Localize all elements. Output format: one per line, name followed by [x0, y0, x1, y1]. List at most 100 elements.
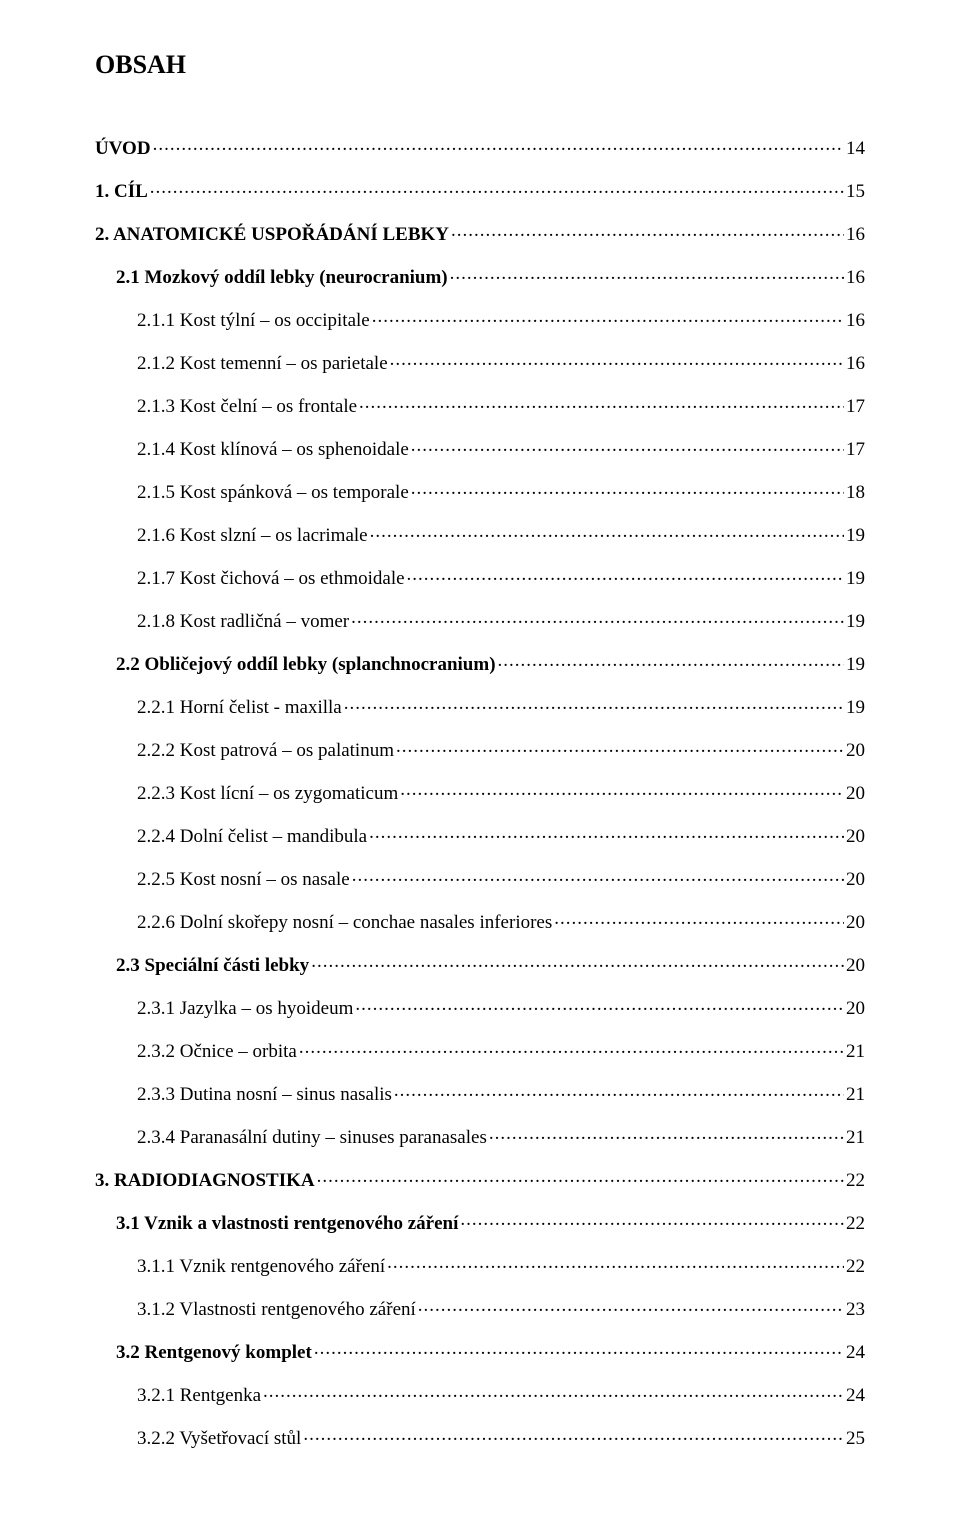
toc-leader-dots: [411, 436, 844, 455]
toc-leader-dots: [489, 1124, 844, 1143]
toc-entry: 2.2.5 Kost nosní – os nasale 20: [95, 866, 865, 889]
toc-entry-label: 2.1.7 Kost čichová – os ethmoidale: [137, 569, 405, 588]
toc-entry-label: 3.2.1 Rentgenka: [137, 1386, 261, 1405]
toc-entry-label: 2.2.1 Horní čelist - maxilla: [137, 698, 342, 717]
toc-entry: 2.2.2 Kost patrová – os palatinum 20: [95, 737, 865, 760]
toc-leader-dots: [369, 823, 844, 842]
toc-entry-page: 20: [846, 870, 865, 889]
toc-entry: 2.1 Mozkový oddíl lebky (neurocranium) 16: [95, 264, 865, 287]
toc-entry-page: 24: [846, 1343, 865, 1362]
toc-entry-page: 20: [846, 913, 865, 932]
toc-entry: 3. RADIODIAGNOSTIKA 22: [95, 1167, 865, 1190]
toc-entry: 2.1.6 Kost slzní – os lacrimale 19: [95, 522, 865, 545]
toc-entry-page: 25: [846, 1429, 865, 1448]
toc-entry-page: 15: [846, 182, 865, 201]
toc-leader-dots: [355, 995, 844, 1014]
toc-entry-page: 24: [846, 1386, 865, 1405]
toc-entry: 2.1.2 Kost temenní – os parietale16: [95, 350, 865, 373]
toc-entry-label: 2.2.2 Kost patrová – os palatinum: [137, 741, 394, 760]
toc-entry: 3.1 Vznik a vlastnosti rentgenového záře…: [95, 1210, 865, 1233]
toc-entry: 2.3.3 Dutina nosní – sinus nasalis 21: [95, 1081, 865, 1104]
toc-entry-page: 19: [846, 655, 865, 674]
toc-entry-label: 2.3.1 Jazylka – os hyoideum: [137, 999, 353, 1018]
toc-entry: 3.2.1 Rentgenka 24: [95, 1382, 865, 1405]
toc-entry-label: 3. RADIODIAGNOSTIKA: [95, 1171, 315, 1190]
toc-leader-dots: [150, 178, 844, 197]
toc-container: ÚVOD141. CÍL152. ANATOMICKÉ USPOŘÁDÁNÍ L…: [95, 135, 865, 1448]
toc-entry-page: 19: [846, 526, 865, 545]
toc-leader-dots: [396, 737, 844, 756]
toc-leader-dots: [407, 565, 844, 584]
toc-entry-label: 2.2.4 Dolní čelist – mandibula: [137, 827, 367, 846]
toc-entry-page: 20: [846, 999, 865, 1018]
toc-entry: 2.1.5 Kost spánková – os temporale18: [95, 479, 865, 502]
toc-leader-dots: [263, 1382, 844, 1401]
toc-entry-page: 22: [846, 1214, 865, 1233]
toc-entry: 2.1.8 Kost radličná – vomer19: [95, 608, 865, 631]
toc-entry-label: 3.2 Rentgenový komplet: [116, 1343, 312, 1362]
toc-entry: 2.1.7 Kost čichová – os ethmoidale 19: [95, 565, 865, 588]
toc-entry-page: 21: [846, 1128, 865, 1147]
toc-entry-label: ÚVOD: [95, 139, 151, 158]
toc-leader-dots: [303, 1425, 844, 1444]
toc-entry-page: 20: [846, 741, 865, 760]
toc-leader-dots: [153, 135, 844, 154]
toc-leader-dots: [311, 952, 844, 971]
toc-leader-dots: [299, 1038, 844, 1057]
toc-entry-page: 16: [846, 268, 865, 287]
toc-entry-page: 21: [846, 1085, 865, 1104]
toc-leader-dots: [370, 522, 844, 541]
toc-leader-dots: [400, 780, 844, 799]
toc-entry-label: 2.2.3 Kost lícní – os zygomaticum: [137, 784, 398, 803]
toc-entry-page: 19: [846, 698, 865, 717]
toc-leader-dots: [460, 1210, 844, 1229]
toc-leader-dots: [554, 909, 844, 928]
toc-entry-label: 3.1.2 Vlastnosti rentgenového záření: [137, 1300, 416, 1319]
toc-entry-page: 21: [846, 1042, 865, 1061]
toc-entry-label: 2.2.6 Dolní skořepy nosní – conchae nasa…: [137, 913, 552, 932]
toc-entry: 2.2.3 Kost lícní – os zygomaticum20: [95, 780, 865, 803]
toc-leader-dots: [352, 866, 844, 885]
toc-entry: 3.1.1 Vznik rentgenového záření 22: [95, 1253, 865, 1276]
toc-entry: 3.2 Rentgenový komplet 24: [95, 1339, 865, 1362]
toc-entry: 2.1.4 Kost klínová – os sphenoidale17: [95, 436, 865, 459]
toc-entry: 3.1.2 Vlastnosti rentgenového záření 23: [95, 1296, 865, 1319]
toc-entry-page: 20: [846, 956, 865, 975]
toc-leader-dots: [351, 608, 844, 627]
toc-entry-label: 2.3 Speciální části lebky: [116, 956, 309, 975]
toc-entry-label: 2.1.8 Kost radličná – vomer: [137, 612, 349, 631]
toc-leader-dots: [418, 1296, 844, 1315]
toc-entry: ÚVOD14: [95, 135, 865, 158]
toc-entry-page: 23: [846, 1300, 865, 1319]
page-title: OBSAH: [95, 50, 865, 80]
toc-entry-label: 2.2.5 Kost nosní – os nasale: [137, 870, 350, 889]
toc-leader-dots: [317, 1167, 844, 1186]
toc-entry-label: 3.2.2 Vyšetřovací stůl: [137, 1429, 301, 1448]
toc-entry-label: 3.1.1 Vznik rentgenového záření: [137, 1257, 385, 1276]
toc-leader-dots: [387, 1253, 844, 1272]
toc-entry: 2.3.4 Paranasální dutiny – sinuses paran…: [95, 1124, 865, 1147]
toc-entry-label: 3.1 Vznik a vlastnosti rentgenového záře…: [116, 1214, 458, 1233]
toc-entry: 2.2 Obličejový oddíl lebky (splanchnocra…: [95, 651, 865, 674]
toc-entry-label: 2.1.1 Kost týlní – os occipitale: [137, 311, 370, 330]
toc-leader-dots: [451, 221, 844, 240]
toc-entry-label: 2.1 Mozkový oddíl lebky (neurocranium): [116, 268, 448, 287]
toc-entry: 2.2.4 Dolní čelist – mandibula 20: [95, 823, 865, 846]
toc-entry: 2.1.1 Kost týlní – os occipitale16: [95, 307, 865, 330]
toc-leader-dots: [359, 393, 844, 412]
toc-entry: 1. CÍL15: [95, 178, 865, 201]
toc-entry-page: 19: [846, 569, 865, 588]
toc-entry-page: 22: [846, 1257, 865, 1276]
toc-entry: 2.1.3 Kost čelní – os frontale17: [95, 393, 865, 416]
toc-entry-page: 22: [846, 1171, 865, 1190]
toc-leader-dots: [390, 350, 844, 369]
toc-entry-page: 20: [846, 827, 865, 846]
toc-entry-label: 2.1.2 Kost temenní – os parietale: [137, 354, 388, 373]
toc-entry: 2.3 Speciální části lebky 20: [95, 952, 865, 975]
toc-entry-page: 16: [846, 225, 865, 244]
toc-entry-label: 2.3.3 Dutina nosní – sinus nasalis: [137, 1085, 392, 1104]
toc-entry-page: 17: [846, 440, 865, 459]
toc-entry-label: 2.1.5 Kost spánková – os temporale: [137, 483, 409, 502]
toc-entry-label: 2.1.6 Kost slzní – os lacrimale: [137, 526, 368, 545]
document-page: OBSAH ÚVOD141. CÍL152. ANATOMICKÉ USPOŘÁ…: [0, 0, 960, 1518]
